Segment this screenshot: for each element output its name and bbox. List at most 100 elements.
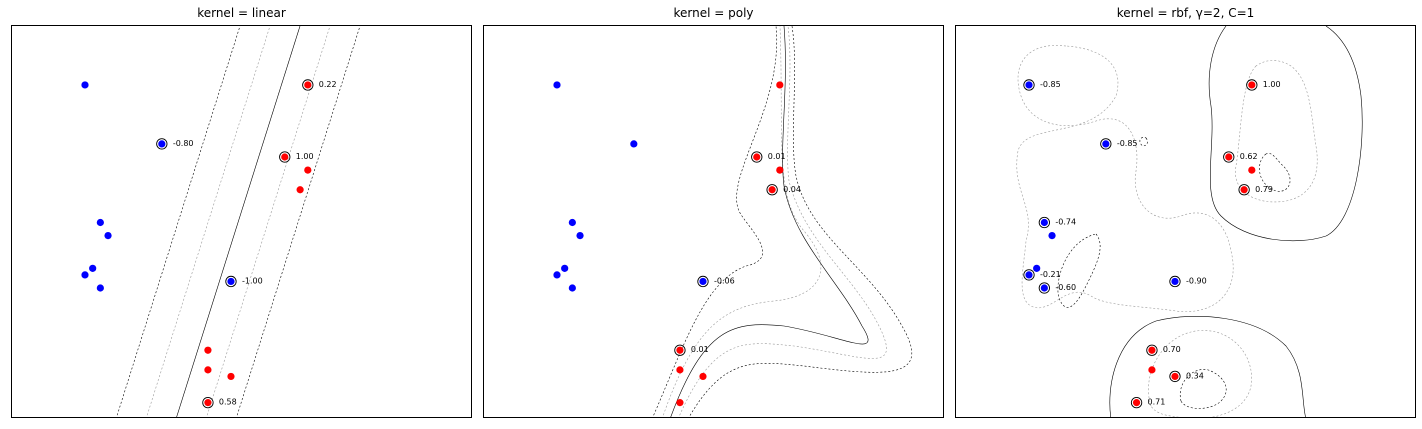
contour-lines-linear (116, 26, 361, 417)
data-point-blue (553, 271, 561, 279)
support-vector-ring (302, 79, 314, 91)
data-point-blue (1102, 140, 1110, 148)
data-point-blue (1171, 277, 1179, 286)
dual-coef-label: -0.60 (1055, 283, 1076, 292)
dual-coef-label: -0.21 (1040, 270, 1061, 279)
inner-contour-red-top (1235, 60, 1318, 203)
data-point-blue (561, 264, 569, 272)
data-point-blue (1040, 218, 1048, 227)
support-vector-ring (156, 138, 168, 150)
data-point-blue (568, 284, 576, 292)
dual-coef-label: -0.90 (1186, 276, 1207, 285)
support-vector-ring (1023, 269, 1035, 281)
data-point-red (753, 153, 761, 161)
dual-coef-label: 0.34 (1186, 371, 1204, 380)
dual-coef-label: 0.71 (1148, 398, 1166, 407)
dual-coef-label: 0.04 (783, 185, 801, 194)
decision-boundary-poly (670, 26, 869, 417)
data-point-blue (1025, 81, 1033, 89)
support-vector-ring (1238, 184, 1250, 196)
dual-coef-label: 0.70 (1163, 345, 1181, 354)
plot-area-poly: -0.06 0.01 0.04 0.01 (483, 25, 944, 418)
data-point-red (1248, 81, 1256, 89)
support-vector-ring (1038, 216, 1051, 229)
data-point-red (304, 166, 312, 174)
data-point-red (1148, 346, 1156, 354)
data-point-red (227, 372, 235, 381)
dual-coef-label: -1.00 (242, 276, 263, 285)
inner-contour-right (678, 26, 887, 417)
support-vector-ring (697, 275, 709, 288)
support-vector-ring (1146, 344, 1158, 356)
support-vector-ring (279, 151, 291, 163)
dual-coef-label: 1.00 (1263, 80, 1281, 89)
panel-title-poly: kernel = poly (673, 6, 754, 20)
points-rbf: -0.85 -0.85 -0.74 -0.21 -0.60 -0.90 1.00 0.62 0.… (1023, 79, 1281, 409)
data-point-blue (1048, 232, 1056, 240)
support-vector-ring (225, 275, 237, 288)
dual-coef-label: -0.85 (1117, 139, 1138, 148)
contour-lines-rbf (1016, 26, 1363, 417)
dual-coef-label: 0.22 (319, 80, 337, 89)
chart-svg-rbf: -0.85 -0.85 -0.74 -0.21 -0.60 -0.90 1.00 0.62 0.… (1016, 26, 1363, 417)
inner-contour-red-bottom (1148, 330, 1252, 417)
support-vector-ring (766, 184, 778, 196)
panel-title-linear: kernel = linear (197, 6, 286, 20)
dual-coef-label: 0.62 (1240, 152, 1258, 161)
margin-blue-small-1 (1057, 233, 1101, 308)
plot-area-rbf: -0.85 -0.85 -0.74 -0.21 -0.60 -0.90 1.00 0.62 0.… (955, 25, 1416, 418)
data-point-blue (81, 81, 89, 89)
data-point-red (768, 186, 776, 194)
support-vector-ring (1246, 79, 1258, 91)
data-point-red (1171, 372, 1179, 381)
data-point-red (204, 366, 212, 374)
dual-coef-label: 0.01 (768, 152, 786, 161)
support-vector-ring (674, 344, 686, 356)
points-poly: -0.06 0.01 0.04 0.01 (553, 81, 801, 407)
dual-coef-label: -0.85 (1040, 80, 1061, 89)
data-point-blue (576, 232, 584, 240)
data-point-red (296, 186, 304, 194)
data-point-blue (699, 277, 707, 286)
data-point-red (776, 81, 784, 89)
margin-line-left (116, 26, 241, 417)
decision-boundary-red-top (1208, 26, 1363, 242)
decision-boundary (176, 26, 301, 417)
data-point-red (204, 399, 212, 407)
contour-lines-poly (652, 26, 913, 417)
dual-coef-label: 0.01 (691, 345, 709, 354)
chart-svg-linear: -0.80 -1.00 0.22 1.00 0.58 (81, 26, 361, 417)
inner-contour-left (662, 26, 821, 417)
margin-line-outer-right (688, 26, 913, 417)
dual-coef-label: -0.06 (714, 276, 735, 285)
data-point-red (1248, 166, 1256, 174)
data-point-blue (96, 218, 104, 227)
data-point-blue (630, 140, 638, 148)
inner-contour-blue-region (1016, 45, 1234, 312)
data-point-blue (96, 284, 104, 292)
support-vector-ring (1023, 79, 1035, 91)
data-point-red (676, 346, 684, 354)
data-point-blue (1040, 284, 1048, 292)
data-point-red (281, 153, 289, 161)
data-point-red (204, 346, 212, 354)
plot-area-linear: -0.80 -1.00 0.22 1.00 0.58 (11, 25, 472, 418)
support-vector-ring (1223, 151, 1235, 163)
panel-title-rbf: kernel = rbf, γ=2, C=1 (1116, 6, 1255, 20)
inner-contour-left (146, 26, 271, 417)
data-point-blue (89, 264, 97, 272)
decision-boundary-red-bottom (1109, 316, 1306, 417)
margin-line-right (236, 26, 361, 417)
data-point-red (1240, 186, 1248, 194)
points-linear: -0.80 -1.00 0.22 1.00 0.58 (81, 79, 337, 409)
data-point-blue (227, 277, 235, 286)
margin-red-top-small (1259, 153, 1291, 192)
dual-coef-label: 1.00 (296, 152, 314, 161)
data-point-blue (1033, 264, 1041, 272)
data-point-blue (568, 218, 576, 227)
support-vector-ring (1100, 138, 1112, 150)
support-vector-ring (202, 396, 214, 409)
data-point-blue (1025, 271, 1033, 279)
data-point-red (1132, 399, 1141, 407)
data-point-blue (553, 81, 561, 89)
